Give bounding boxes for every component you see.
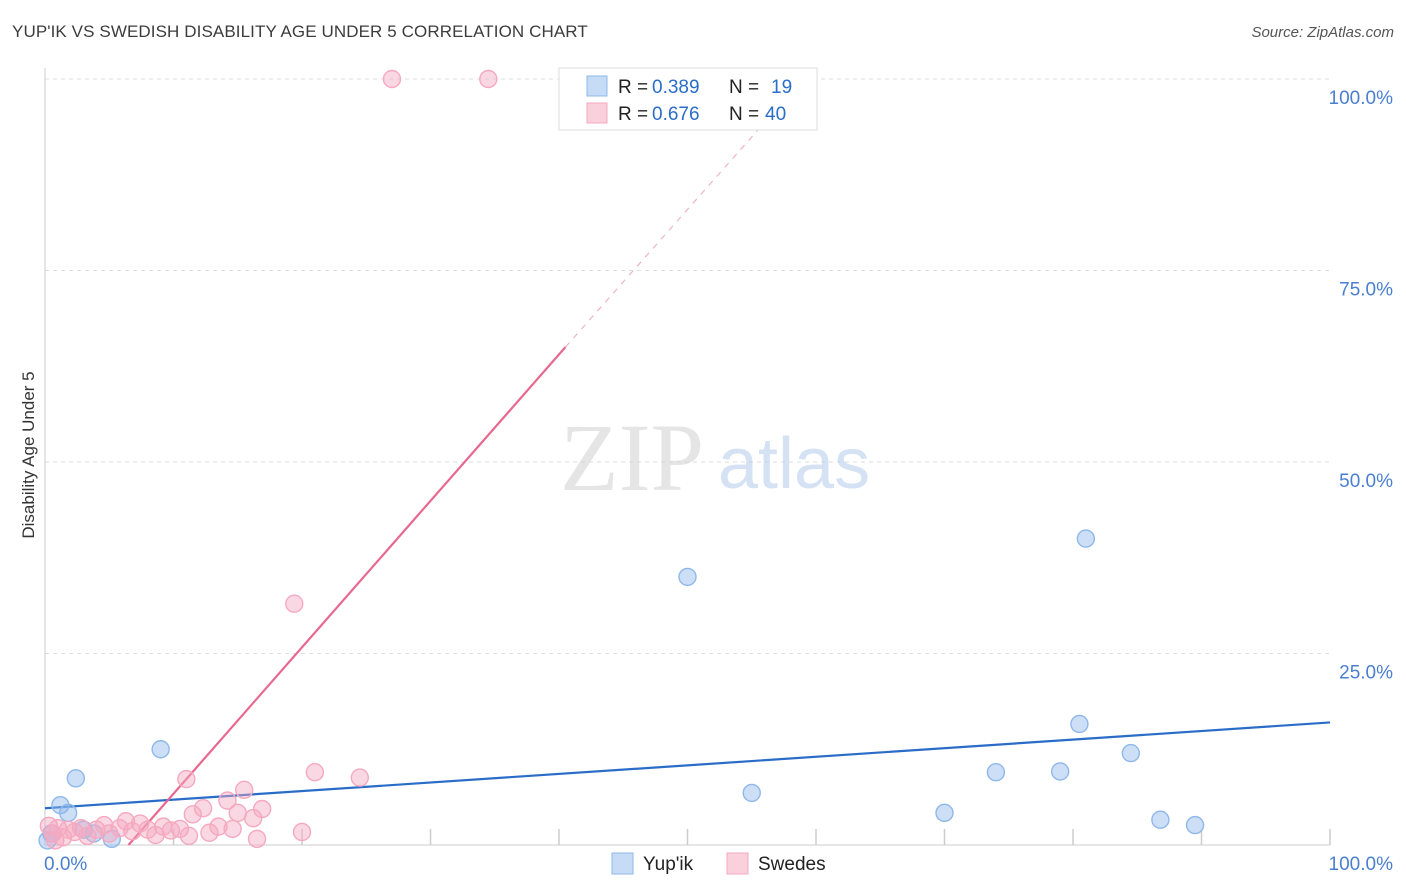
point-swedes-10 — [100, 824, 119, 843]
point-swedes-38 — [479, 69, 498, 89]
legend-swatch-yupik — [586, 75, 608, 97]
y-tick-label: 50.0% — [1339, 471, 1393, 492]
point-yupik-2 — [58, 803, 78, 823]
point-swedes-23 — [193, 799, 213, 818]
trend-lines — [44, 78, 1331, 846]
point-swedes-25 — [209, 817, 228, 836]
legend-n-label-swedes: N = — [729, 104, 759, 125]
point-swedes-28 — [228, 803, 247, 823]
point-yupik-8 — [678, 567, 697, 587]
point-swedes-27 — [223, 819, 242, 839]
tick-labels: 25.0% 50.0% 75.0% 100.0% 0.0% 100.0% — [44, 88, 1393, 875]
point-yupik-13 — [1070, 714, 1089, 734]
y-tick-label: 75.0% — [1339, 280, 1393, 301]
point-swedes-31 — [247, 829, 267, 849]
axes — [44, 68, 1331, 846]
point-yupik-12 — [1050, 762, 1070, 781]
legend-swatch-swedes — [586, 102, 608, 124]
x-tick-label: 0.0% — [44, 854, 87, 875]
point-swedes-32 — [252, 799, 272, 819]
legend-r-label-swedes: R = — [618, 104, 648, 125]
watermark: ZIP atlas — [560, 404, 870, 511]
legend-r-value-yupik: 0.389 — [652, 77, 700, 98]
trend-line-1 — [127, 346, 567, 846]
point-swedes-13 — [123, 822, 142, 841]
point-swedes-24 — [200, 823, 219, 842]
point-swedes-12 — [116, 812, 136, 831]
legend-bottom-label-yupik: Yup'ik — [643, 854, 694, 875]
point-yupik-17 — [1185, 815, 1205, 835]
point-swedes-7 — [78, 826, 97, 846]
point-swedes-22 — [183, 805, 202, 824]
legend-n-value-yupik: 19 — [771, 77, 792, 98]
legend-bottom-swatch-yupik — [611, 852, 634, 875]
point-swedes-20 — [179, 826, 199, 846]
watermark-atlas: atlas — [718, 424, 870, 504]
chart-source: Source: ZipAtlas.com — [1251, 24, 1394, 41]
point-yupik-7 — [151, 740, 170, 759]
chart-title: YUP'IK VS SWEDISH DISABILITY AGE UNDER 5… — [12, 22, 588, 41]
legend-n-label-yupik: N = — [729, 77, 759, 98]
point-yupik-15 — [1121, 743, 1141, 763]
point-yupik-3 — [66, 769, 86, 788]
point-yupik-14 — [1076, 529, 1096, 548]
point-swedes-26 — [218, 791, 237, 810]
y-axis-label: Disability Age Under 5 — [19, 371, 38, 538]
point-swedes-37 — [382, 69, 402, 89]
y-tick-label: 25.0% — [1339, 663, 1393, 684]
trend-line-0 — [44, 721, 1331, 810]
legend-n-value-swedes: 40 — [765, 104, 786, 125]
legend-r-value-swedes: 0.676 — [652, 104, 700, 125]
y-tick-label: 100.0% — [1329, 88, 1394, 109]
point-swedes-29 — [234, 780, 254, 800]
point-yupik-1 — [51, 795, 70, 815]
point-yupik-9 — [742, 783, 761, 803]
point-swedes-34 — [292, 822, 312, 842]
point-yupik-11 — [986, 763, 1006, 782]
data-points — [38, 69, 1205, 850]
x-tick-label: 100.0% — [1329, 854, 1394, 875]
point-swedes-21 — [177, 769, 196, 789]
legend-stats: R = 0.389 N = 19 R = 0.676 N = 40 — [558, 67, 818, 131]
point-yupik-16 — [1151, 810, 1170, 829]
point-swedes-36 — [350, 768, 370, 787]
point-yupik-10 — [935, 803, 954, 823]
legend-series: Yup'ik Swedes — [611, 852, 826, 875]
watermark-zip: ZIP — [560, 404, 704, 511]
point-swedes-33 — [285, 594, 304, 613]
point-swedes-35 — [305, 763, 325, 782]
legend-bottom-swatch-swedes — [726, 852, 749, 875]
point-swedes-39 — [46, 831, 65, 850]
legend-r-label-yupik: R = — [618, 77, 648, 98]
gridlines — [45, 78, 1330, 654]
legend-bottom-label-swedes: Swedes — [758, 854, 826, 875]
